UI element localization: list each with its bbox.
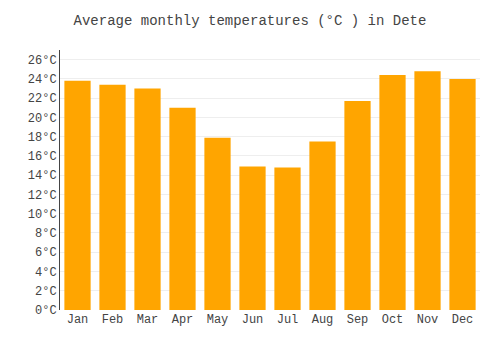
- svg-text:10°C: 10°C: [28, 208, 57, 222]
- svg-text:14°C: 14°C: [28, 169, 57, 183]
- svg-text:2°C: 2°C: [35, 285, 57, 299]
- svg-text:Jul: Jul: [277, 313, 299, 327]
- svg-text:8°C: 8°C: [35, 227, 57, 241]
- svg-text:20°C: 20°C: [28, 112, 57, 126]
- svg-text:12°C: 12°C: [28, 189, 57, 203]
- svg-text:26°C: 26°C: [28, 54, 57, 68]
- svg-text:May: May: [207, 313, 229, 327]
- svg-text:22°C: 22°C: [28, 92, 57, 106]
- svg-text:Feb: Feb: [102, 313, 124, 327]
- svg-text:0°C: 0°C: [35, 304, 57, 318]
- svg-text:4°C: 4°C: [35, 266, 57, 280]
- svg-text:Jan: Jan: [67, 313, 89, 327]
- svg-text:Mar: Mar: [137, 313, 159, 327]
- svg-text:6°C: 6°C: [35, 246, 57, 260]
- svg-text:Dec: Dec: [452, 313, 474, 327]
- svg-text:18°C: 18°C: [28, 131, 57, 145]
- svg-text:Nov: Nov: [417, 313, 439, 327]
- svg-text:Jun: Jun: [242, 313, 264, 327]
- svg-text:Apr: Apr: [172, 313, 194, 327]
- svg-text:24°C: 24°C: [28, 73, 57, 87]
- svg-text:Oct: Oct: [382, 313, 404, 327]
- svg-text:Average monthly temperatures (: Average monthly temperatures (°C ) in De…: [74, 13, 427, 29]
- svg-text:Aug: Aug: [312, 313, 334, 327]
- svg-text:Sep: Sep: [347, 313, 369, 327]
- svg-text:16°C: 16°C: [28, 150, 57, 164]
